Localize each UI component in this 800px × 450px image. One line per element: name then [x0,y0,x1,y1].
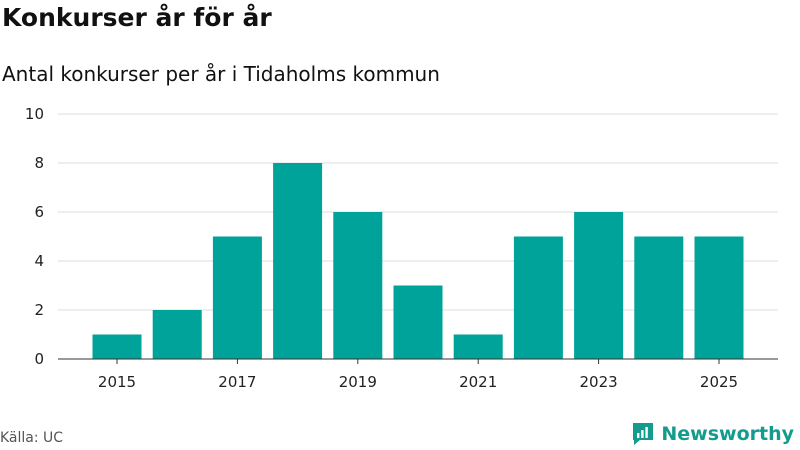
x-tick-label: 2015 [98,373,136,391]
newsworthy-logo: Newsworthy [631,420,794,448]
bar-2017 [212,236,262,359]
bar-2016 [152,310,202,359]
y-tick-label: 6 [34,203,44,221]
x-tick-label: 2025 [700,373,738,391]
x-tick-label: 2017 [218,373,256,391]
x-tick-labels: 2015 2017 2019 2021 2023 2025 [98,373,738,391]
bar-2022 [513,236,563,359]
bar-2021 [453,334,503,359]
bar-2024 [634,236,684,359]
x-tick-marks [116,359,720,364]
brand-name: Newsworthy [661,423,794,445]
y-tick-labels: 0 2 4 6 8 10 [25,105,44,368]
y-tick-label: 4 [34,252,44,270]
bar-2023 [574,212,624,359]
bar-2018 [273,163,323,359]
y-tick-label: 10 [25,105,44,123]
bar-2020 [393,285,443,359]
bars [92,163,744,359]
x-tick-label: 2019 [339,373,377,391]
bar-2015 [92,334,142,359]
bar-chart: 0 2 4 6 8 10 2015 2017 2019 2021 2023 2025 [25,105,778,391]
x-tick-label: 2023 [580,373,618,391]
y-tick-label: 2 [34,301,44,319]
bar-2025 [694,236,744,359]
x-tick-label: 2021 [459,373,497,391]
newsworthy-chart-icon [633,423,654,445]
bar-2019 [333,212,383,359]
chart-title: Konkurser år för år [2,3,272,32]
y-tick-label: 0 [34,350,44,368]
chart-subtitle: Antal konkurser per år i Tidaholms kommu… [2,62,440,86]
source-note: Källa: UC [0,430,64,446]
y-tick-label: 8 [34,154,44,172]
